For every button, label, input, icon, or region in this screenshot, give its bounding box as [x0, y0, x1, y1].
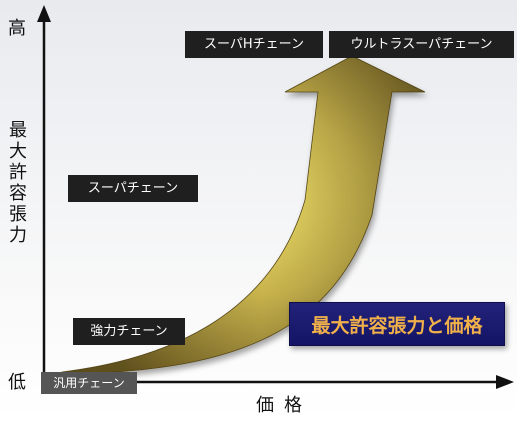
- label-super-chain: スーパチェーン: [68, 175, 198, 202]
- y-axis-title: 最大許容張力: [9, 120, 27, 246]
- label-strong-chain: 強力チェーン: [73, 318, 185, 345]
- summary-title-box: 最大許容張力と価格: [289, 302, 505, 346]
- y-axis-arrowhead-icon: [37, 5, 51, 22]
- y-axis-high-label: 高: [8, 18, 26, 39]
- x-axis-arrowhead-icon: [496, 375, 514, 389]
- y-axis-low-label: 低: [8, 372, 26, 393]
- y-axis: [37, 5, 51, 382]
- label-general-chain: 汎用チェーン: [41, 372, 137, 394]
- label-super-h-chain: スーパHチェーン: [185, 31, 323, 58]
- label-ultra-super-chain: ウルトラスーパチェーン: [329, 31, 514, 58]
- x-axis-title: 価格: [256, 395, 312, 416]
